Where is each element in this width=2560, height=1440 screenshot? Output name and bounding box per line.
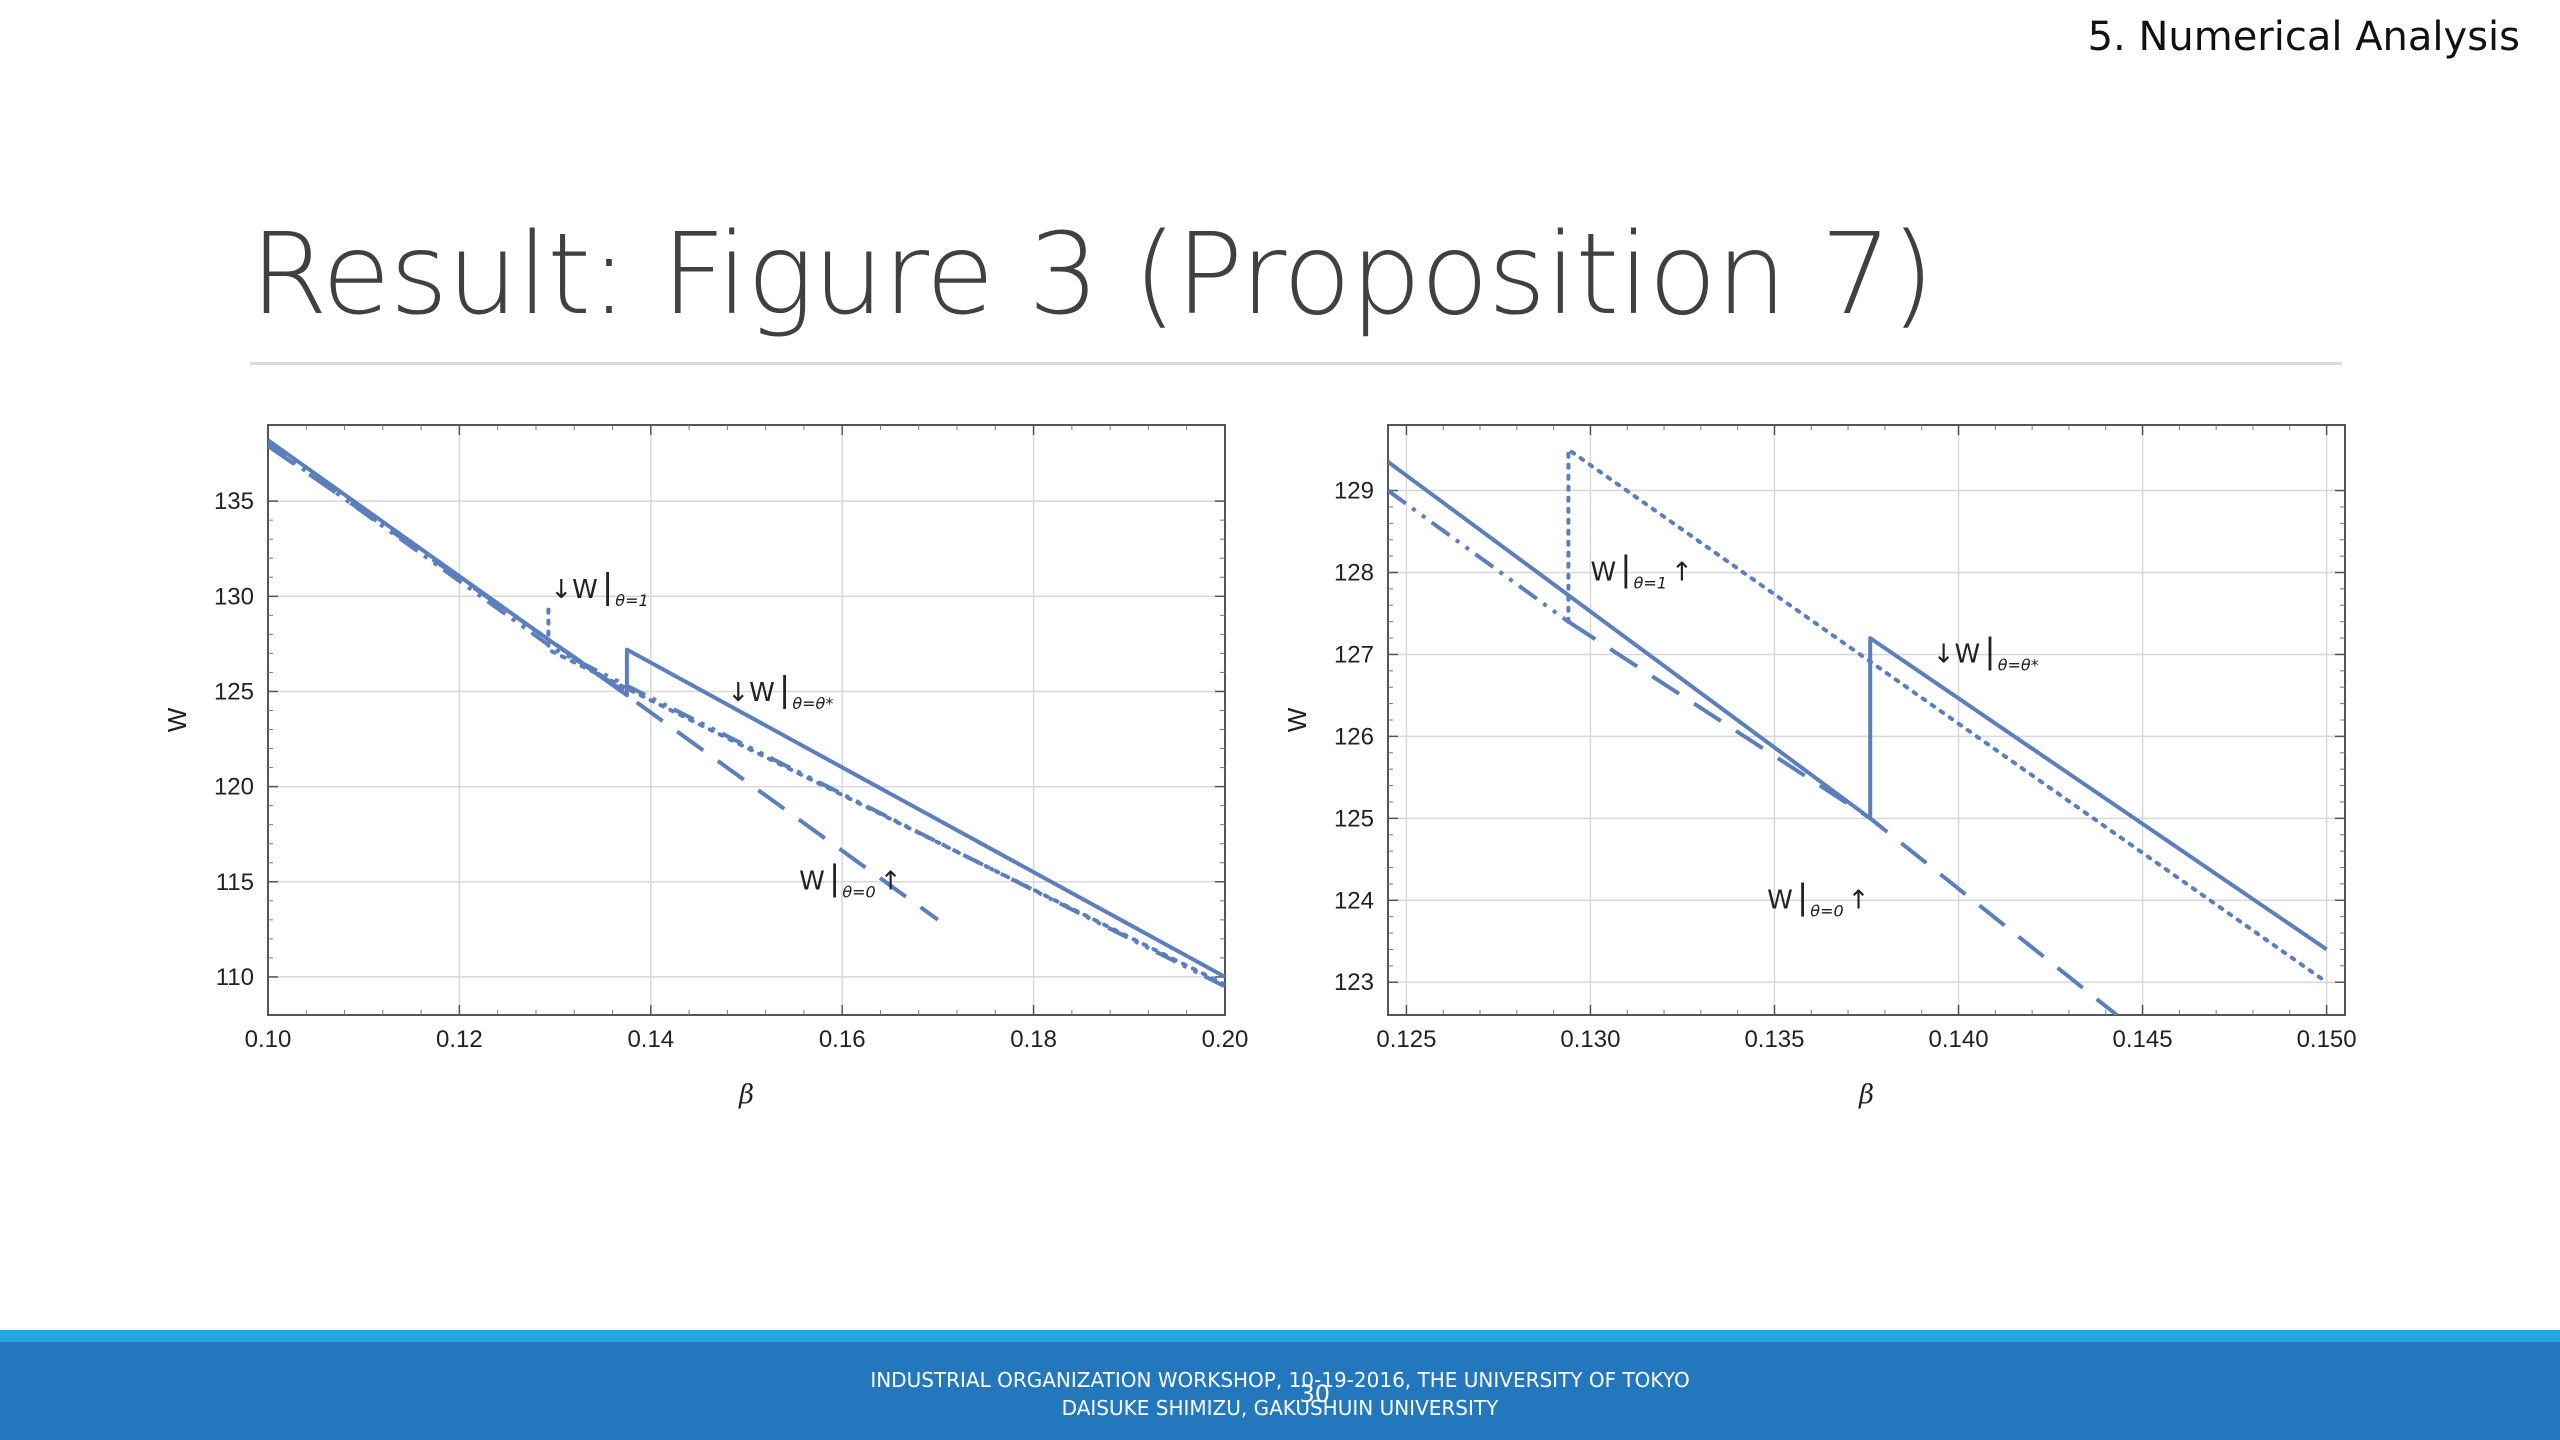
y-tick-label: 126 (1334, 723, 1374, 750)
y-tick-label: 115 (216, 869, 254, 896)
x-axis-label: β (738, 1080, 754, 1110)
y-tick-label: 129 (1334, 478, 1374, 505)
plot-frame (267, 424, 1226, 1016)
y-axis-label: W (1282, 707, 1312, 732)
y-tick-label: 130 (214, 583, 254, 610)
x-tick-label: 0.10 (245, 1026, 292, 1053)
series-line-opt (268, 438, 1225, 979)
footer-stripe (0, 1330, 2560, 1342)
x-tick-label: 0.125 (1376, 1026, 1436, 1053)
series-annotation: W | θ=0 ↑ (799, 858, 901, 901)
y-tick-label: 123 (1334, 969, 1374, 996)
chart-svg: 0.125 0.130 0.135 0.140 0.145 0.150 123 124 125 1… (1282, 424, 2357, 1110)
x-tick-label: 0.18 (1010, 1026, 1057, 1053)
y-tick-label: 124 (1334, 887, 1374, 914)
y-tick-label: 135 (214, 488, 254, 515)
series-annotation: W | θ=1 ↑ (1590, 550, 1692, 593)
y-axis-label: W (162, 707, 192, 732)
x-tick-label: 0.14 (627, 1026, 674, 1053)
y-tick-label: 125 (214, 678, 254, 705)
x-tick-label: 0.20 (1202, 1026, 1249, 1053)
footer-bar: INDUSTRIAL ORGANIZATION WORKSHOP, 10-19-… (0, 1342, 2560, 1440)
series-group (268, 438, 1225, 989)
footer-author: DAISUKE SHIMIZU, GAKUSHUIN UNIVERSITY (1061, 1396, 1499, 1420)
chart-right: 0.125 0.130 0.135 0.140 0.145 0.150 123 124 125 1… (1270, 405, 2360, 1135)
series-group (1388, 447, 2329, 1015)
title-divider (250, 362, 2342, 365)
chart-svg: 0.10 0.12 0.14 0.16 0.18 0.20 110 115 120 125 130 1… (162, 424, 1248, 1110)
series-annotation: ↓W | θ=1 (550, 567, 648, 610)
x-tick-label: 0.130 (1560, 1026, 1620, 1053)
section-label: 5. Numerical Analysis (2087, 14, 2520, 60)
series-annotation: ↓W | θ=θ* (1933, 632, 2039, 675)
x-tick-label: 0.16 (819, 1026, 866, 1053)
x-tick-label: 0.150 (2297, 1026, 2357, 1053)
plot-frame (1387, 424, 2346, 1016)
footer-event: INDUSTRIAL ORGANIZATION WORKSHOP, 10-19-… (870, 1368, 1690, 1392)
series-line-opt (1388, 460, 2328, 952)
series-line-dashdot (1388, 488, 1570, 624)
y-tick-label: 127 (1334, 641, 1374, 668)
y-tick-label: 120 (214, 774, 254, 801)
series-line-theta1 (1566, 447, 2329, 985)
x-tick-label: 0.135 (1744, 1026, 1804, 1053)
series-annotation: W | θ=0 ↑ (1767, 877, 1869, 920)
x-tick-label: 0.145 (2113, 1026, 2173, 1053)
series-annotation: ↓W | θ=θ* (727, 670, 833, 713)
x-axis-label: β (1858, 1080, 1874, 1110)
x-tick-label: 0.140 (1928, 1026, 1988, 1053)
chart-left: 0.10 0.12 0.14 0.16 0.18 0.20 110 115 120 125 130 1… (150, 405, 1248, 1135)
series-line-dashdot (268, 442, 1225, 989)
page-number: 30 (1299, 1380, 1330, 1408)
y-tick-label: 110 (216, 964, 254, 991)
y-tick-label: 128 (1334, 560, 1374, 587)
slide-title: Result: Figure 3 (Proposition 7) (250, 210, 1934, 340)
y-tick-label: 125 (1334, 805, 1374, 832)
series-line-theta0 (268, 444, 940, 922)
x-tick-label: 0.12 (436, 1026, 483, 1053)
series-line-theta0 (1567, 620, 2119, 1015)
series-line-theta1 (546, 607, 1225, 987)
